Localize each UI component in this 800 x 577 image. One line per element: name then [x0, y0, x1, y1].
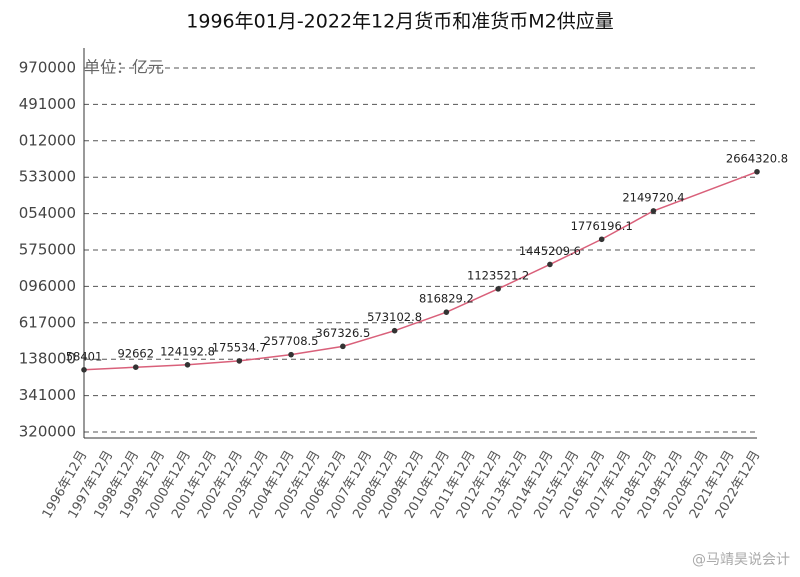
data-label: 257708.5 — [264, 334, 319, 348]
data-label: 2149720.4 — [622, 190, 684, 204]
data-label: 816829.2 — [419, 292, 474, 306]
data-label: 367326.5 — [315, 326, 370, 340]
marker — [391, 327, 398, 334]
marker — [184, 362, 191, 368]
marker — [754, 168, 760, 175]
data-label: 1123521.2 — [467, 268, 529, 282]
y-tick-label: 341000 — [19, 386, 76, 404]
marker — [132, 364, 139, 371]
data-label: 1776196.1 — [571, 219, 633, 233]
data-label: 124192.8 — [160, 344, 215, 358]
data-label: 58401 — [66, 349, 103, 363]
marker — [236, 358, 243, 364]
data-label: 175534.7 — [212, 340, 267, 354]
y-tick-label: 012000 — [19, 131, 76, 149]
marker — [598, 236, 605, 243]
y-tick-label: 533000 — [19, 168, 76, 186]
marker — [547, 261, 553, 268]
y-tick-label: 054000 — [19, 204, 76, 222]
data-label: 2664320.8 — [726, 151, 788, 165]
y-tick-label: 491000 — [19, 95, 76, 113]
marker — [81, 367, 87, 373]
chart-title: 1996年01月-2022年12月货币和准货币M2供应量 — [186, 11, 613, 33]
marker — [288, 351, 294, 358]
y-tick-label: 575000 — [19, 241, 76, 259]
marker — [443, 309, 450, 315]
y-tick-label: 320000 — [19, 423, 76, 441]
y-tick-label: 096000 — [19, 277, 76, 295]
data-label: 573102.8 — [367, 310, 422, 324]
marker — [650, 208, 657, 214]
y-tick-label: 617000 — [19, 313, 76, 331]
watermark: @马靖昊说会计 — [692, 552, 790, 568]
y-tick-label: 970000 — [19, 59, 76, 77]
y-tick-label: 138000 — [19, 350, 76, 368]
marker — [495, 286, 501, 292]
data-label: 1445209.6 — [519, 244, 581, 258]
unit-label: 单位：亿元 — [84, 58, 164, 77]
data-label: 92662 — [117, 347, 154, 361]
marker — [340, 343, 346, 350]
